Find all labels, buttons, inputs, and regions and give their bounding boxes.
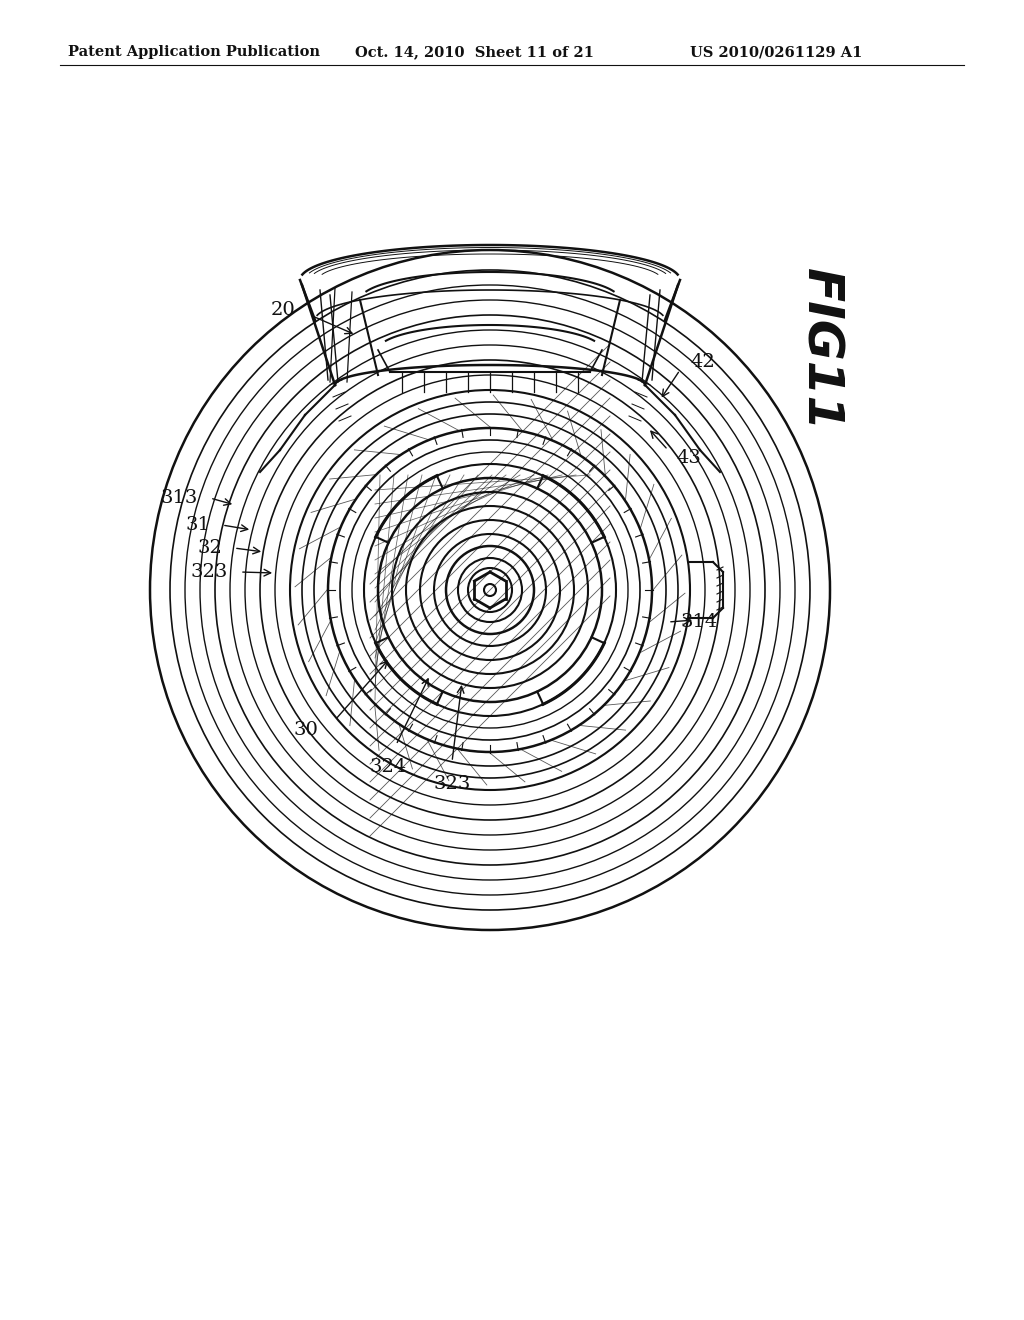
Text: 314: 314 [680, 612, 717, 631]
Text: 313: 313 [161, 488, 198, 507]
Text: 323: 323 [433, 775, 471, 793]
Text: 32: 32 [198, 539, 222, 557]
Text: Oct. 14, 2010  Sheet 11 of 21: Oct. 14, 2010 Sheet 11 of 21 [355, 45, 594, 59]
Text: Patent Application Publication: Patent Application Publication [68, 45, 319, 59]
Text: US 2010/0261129 A1: US 2010/0261129 A1 [690, 45, 862, 59]
Text: FIG11: FIG11 [796, 268, 844, 432]
Text: 20: 20 [270, 301, 295, 319]
Text: 42: 42 [690, 352, 715, 371]
Text: 31: 31 [185, 516, 210, 535]
Circle shape [484, 583, 496, 597]
Text: 30: 30 [293, 721, 318, 739]
Text: 43: 43 [676, 449, 700, 467]
Text: 323: 323 [190, 564, 228, 581]
Text: 324: 324 [370, 758, 407, 776]
